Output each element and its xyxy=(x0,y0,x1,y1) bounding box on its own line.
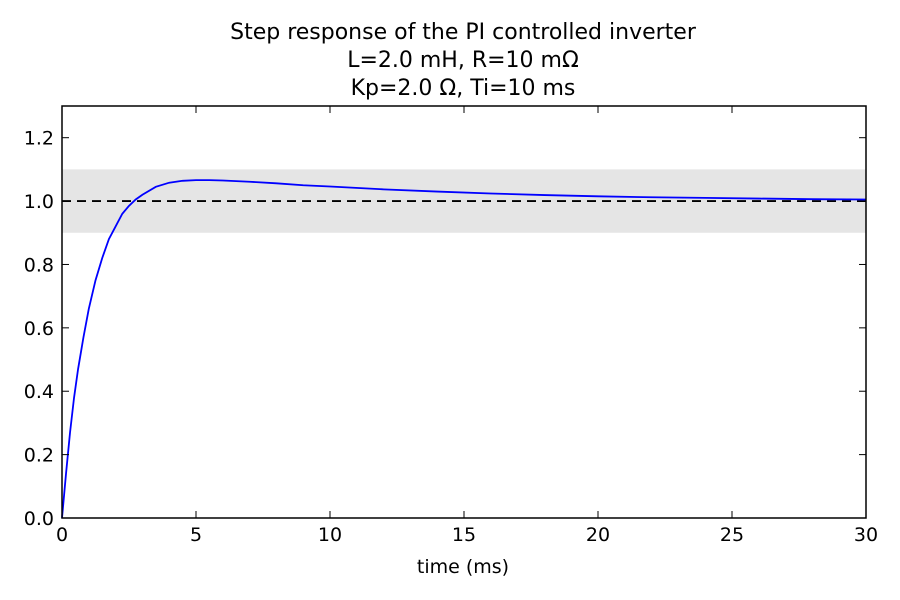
chart-title: Step response of the PI controlled inver… xyxy=(230,20,697,101)
plot-area: 0 5 10 15 20 25 30 0.0 0.2 0.4 0.6 0.8 1.0 1.2 xyxy=(24,105,878,546)
x-tick-label-20: 20 xyxy=(586,524,610,546)
x-tick-label-15: 15 xyxy=(452,524,476,546)
chart-title-line-3: Kp=2.0 Ω, Ti=10 ms xyxy=(351,76,576,101)
x-tick-label-30: 30 xyxy=(854,524,878,546)
y-tick-label-5: 1.0 xyxy=(24,191,54,213)
series-line-0 xyxy=(61,179,867,519)
x-tick-label-0: 0 xyxy=(56,524,68,546)
y-tick-label-1: 0.2 xyxy=(24,445,54,467)
x-tick-label-10: 10 xyxy=(318,524,342,546)
x-axis-label: time (ms) xyxy=(417,556,509,578)
x-tick-label-25: 25 xyxy=(720,524,744,546)
axes-frame xyxy=(61,105,867,519)
x-tick-label-5: 5 xyxy=(190,524,202,546)
y-tick-label-0: 0.0 xyxy=(24,508,54,530)
y-tick-label-2: 0.4 xyxy=(24,381,54,403)
chart-title-line-1: Step response of the PI controlled inver… xyxy=(230,20,697,45)
y-tick-label-6: 1.2 xyxy=(24,128,54,150)
y-tick-label-4: 0.8 xyxy=(24,254,54,276)
chart-title-line-2: L=2.0 mH, R=10 mΩ xyxy=(347,48,579,73)
y-tick-label-3: 0.6 xyxy=(24,318,54,340)
